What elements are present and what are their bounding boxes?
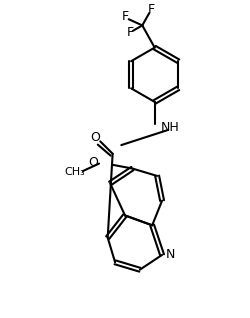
Text: NH: NH [161, 121, 180, 134]
Text: N: N [166, 248, 175, 261]
Text: CH₃: CH₃ [64, 167, 85, 177]
Text: F: F [126, 26, 134, 39]
Text: F: F [122, 10, 128, 23]
Text: O: O [88, 156, 98, 169]
Text: F: F [148, 3, 154, 16]
Text: O: O [90, 131, 100, 144]
